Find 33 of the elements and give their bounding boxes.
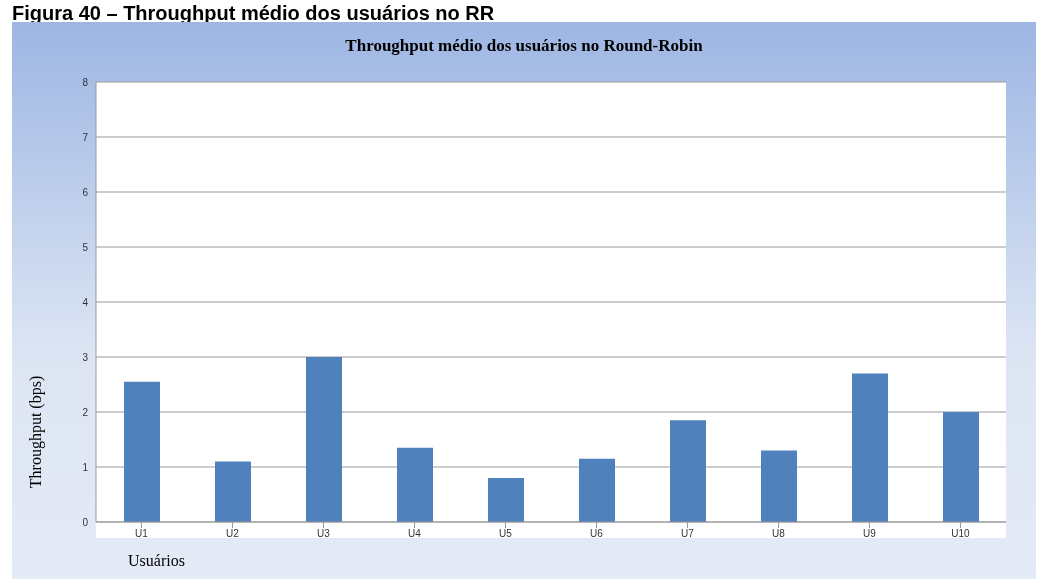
x-tick-label: U7 [681,528,695,540]
y-tick-label: 3 [82,351,89,363]
x-tick-label: U8 [772,528,786,540]
y-tick-label: 5 [82,241,89,253]
x-tick-label: U1 [135,528,149,540]
text: Figura 40 – Throughput médio dos usuários no RR [12,2,495,25]
x-tick-label: U5 [499,528,513,540]
bar [670,420,706,522]
y-axis-title: Throughput (bps) [27,375,45,489]
x-tick-label: U10 [951,528,971,540]
bar [215,461,251,522]
x-tick-label: U3 [317,528,331,540]
y-tick-label: 6 [82,186,89,198]
x-tick-label: U6 [590,528,604,540]
bar [852,373,888,522]
bar [488,478,524,522]
y-tick-label: 0 [82,516,89,528]
x-tick-label: U2 [226,528,240,540]
bar [397,447,433,522]
chart-title: Throughput médio dos usuários no Round-Robin [344,36,704,56]
x-tick-label: U4 [408,528,422,540]
bar [943,412,979,522]
y-tick-label: 8 [82,76,89,88]
y-tick-label: 4 [82,296,89,308]
y-tick-label: 7 [82,131,89,143]
y-tick-label: 1 [82,461,89,473]
x-tick-label: U9 [863,528,877,540]
bar [579,458,615,522]
y-tick-label: 2 [82,406,89,418]
bar [124,381,160,522]
bar [306,357,342,522]
bar [761,450,797,522]
x-axis-title: Usuários [128,552,185,570]
